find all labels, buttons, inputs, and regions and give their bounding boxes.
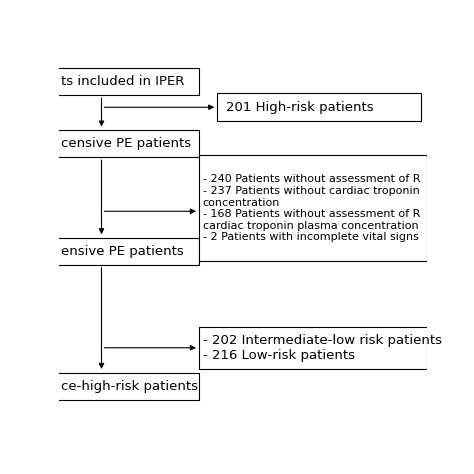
Text: ts included in IPER: ts included in IPER	[61, 75, 184, 88]
Bar	[199, 155, 427, 261]
Bar	[30, 237, 199, 265]
Bar	[30, 373, 199, 400]
Text: - 202 Intermediate-low risk patients
- 216 Low-risk patients: - 202 Intermediate-low risk patients - 2…	[202, 334, 441, 362]
Bar	[30, 130, 199, 157]
Bar	[199, 327, 427, 369]
Text: ensive PE patients: ensive PE patients	[61, 245, 184, 258]
Text: 201 High-risk patients: 201 High-risk patients	[227, 100, 374, 114]
Text: - 240 Patients without assessment of R
- 237 Patients without cardiac troponin
c: - 240 Patients without assessment of R -…	[202, 174, 420, 242]
Text: ce-high-risk patients: ce-high-risk patients	[61, 380, 198, 393]
Text: censive PE patients: censive PE patients	[61, 137, 191, 150]
Bar	[30, 68, 199, 95]
Bar	[217, 93, 421, 121]
